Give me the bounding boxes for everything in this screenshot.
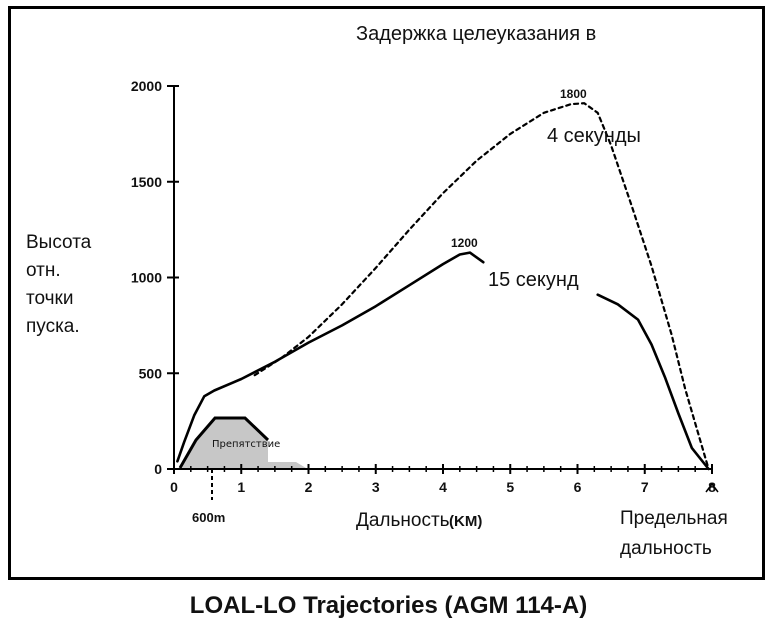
series-line-15-seconds bbox=[596, 293, 710, 471]
series-lines bbox=[176, 102, 710, 471]
y-tick-label: 500 bbox=[139, 365, 163, 381]
obstacle-outline bbox=[178, 416, 270, 469]
y-axis-label-line-3: точки bbox=[26, 288, 73, 309]
chart-title: Задержка целеуказания в bbox=[356, 23, 596, 45]
y-axis-label-line-4: пуска. bbox=[26, 316, 80, 337]
x-tick-label: 5 bbox=[506, 479, 514, 495]
x-tick-label: 8 bbox=[708, 479, 716, 495]
series-line-15-seconds bbox=[176, 251, 485, 463]
x-tick-label: 1 bbox=[237, 479, 245, 495]
series-label-15-seconds: 15 секунд bbox=[488, 269, 579, 291]
obstacle-label: Препятствие bbox=[212, 439, 280, 450]
max-range-caret bbox=[705, 482, 719, 493]
figure-caption: LOAL-LO Trajectories (AGM 114-A) bbox=[189, 592, 588, 619]
marker-600-label: 600m bbox=[192, 510, 225, 525]
y-axis-label-line-1: Высота bbox=[26, 232, 92, 253]
max-range-label-line-1: Предельная bbox=[620, 508, 728, 529]
x-tick-label: 4 bbox=[439, 479, 447, 495]
series-label-4-seconds: 4 секунды bbox=[547, 125, 641, 147]
x-tick-label: 6 bbox=[574, 479, 582, 495]
x-tick-label: 0 bbox=[170, 479, 178, 495]
y-tick-label: 1500 bbox=[131, 174, 162, 190]
y-axis-label-line-2: отн. bbox=[26, 260, 61, 281]
x-tick-label: 7 bbox=[641, 479, 649, 495]
series-line-4-seconds bbox=[253, 102, 710, 471]
obstacle-shapes bbox=[178, 416, 306, 469]
y-tick-label: 2000 bbox=[131, 78, 162, 94]
x-axis-label: Дальность bbox=[356, 510, 450, 531]
x-tick-label: 3 bbox=[372, 479, 380, 495]
obstacle-ridge bbox=[186, 462, 306, 468]
x-tick-label: 2 bbox=[305, 479, 313, 495]
peak-label-1200: 1200 bbox=[451, 236, 478, 250]
x-ticks: 0 1 2 3 4 5 6 7 8 bbox=[170, 464, 716, 495]
x-axis-unit: (KM) bbox=[449, 513, 482, 530]
max-range-label-line-2: дальность bbox=[620, 538, 712, 559]
y-ticks: 0 500 1000 1500 2000 bbox=[131, 78, 179, 477]
y-tick-label: 1000 bbox=[131, 270, 162, 286]
peak-label-1800: 1800 bbox=[560, 87, 587, 101]
chart-frame bbox=[8, 6, 765, 580]
y-tick-label: 0 bbox=[154, 461, 162, 477]
